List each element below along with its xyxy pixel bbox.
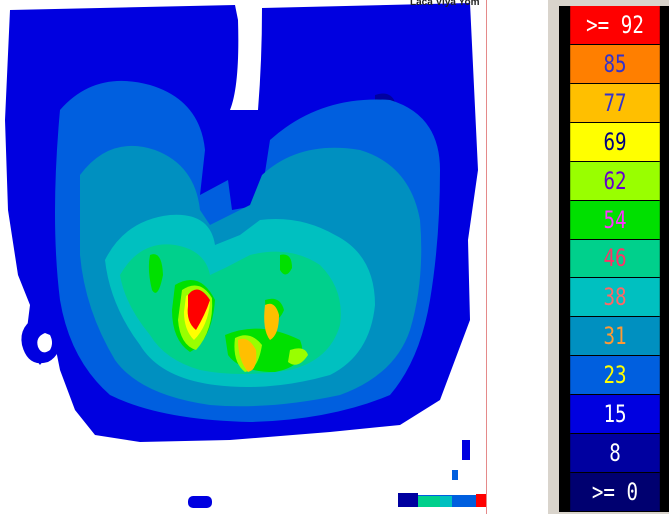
legend-item: 54 bbox=[570, 200, 660, 240]
region-level-77-a bbox=[264, 303, 279, 340]
legend-item: 85 bbox=[570, 44, 660, 84]
legend-item: 38 bbox=[570, 278, 660, 318]
legend-item: >= 0 bbox=[570, 473, 660, 512]
legend-item: 23 bbox=[570, 356, 660, 396]
right-mark bbox=[462, 440, 470, 460]
header-caption: Laca Viya Yom bbox=[410, 0, 480, 8]
region-level-54-a bbox=[148, 254, 163, 293]
legend-item: 77 bbox=[570, 83, 660, 123]
region-level-54-d bbox=[280, 254, 292, 275]
region-level-92 bbox=[187, 289, 210, 330]
legend-item: 15 bbox=[570, 395, 660, 435]
legend-item: 46 bbox=[570, 239, 660, 279]
panel-gap bbox=[487, 0, 548, 514]
bottom-patch-dark-2 bbox=[398, 493, 418, 507]
region-level-77-b bbox=[238, 338, 257, 372]
legend-item: 62 bbox=[570, 161, 660, 201]
color-scale-legend: >= 92 85 77 69 62 54 46 38 31 23 15 8 >= 0 bbox=[559, 6, 669, 512]
legend-item: >= 92 bbox=[570, 6, 660, 45]
legend-item: 31 bbox=[570, 317, 660, 357]
right-mark-2 bbox=[452, 470, 458, 480]
region-white-hole bbox=[37, 333, 52, 353]
bottom-patch-red bbox=[476, 494, 486, 507]
pressure-heatmap bbox=[5, 3, 486, 508]
bottom-patch-dark bbox=[188, 496, 212, 508]
region-level-62-c bbox=[288, 348, 308, 365]
legend-item: 8 bbox=[570, 434, 660, 474]
bottom-patch-teal bbox=[440, 496, 452, 507]
bottom-patch-green bbox=[418, 496, 440, 507]
legend-item: 69 bbox=[570, 122, 660, 162]
panel-divider bbox=[486, 0, 487, 514]
